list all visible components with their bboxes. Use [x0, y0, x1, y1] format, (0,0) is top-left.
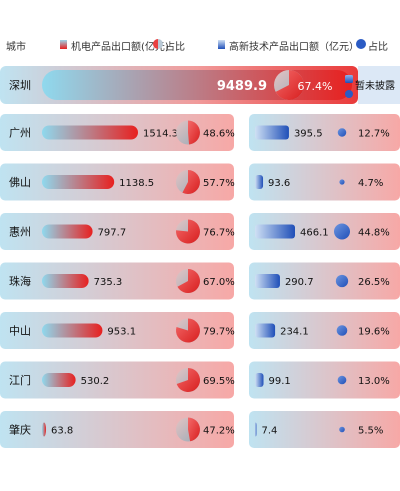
row-background-right-1: [249, 114, 400, 151]
row-background-left-4: [0, 262, 234, 300]
hightech-share-3: 44.8%: [358, 228, 390, 239]
electro-share-1: 48.6%: [203, 129, 235, 140]
hightech-bar-7: [255, 422, 257, 437]
electro-value-4: 735.3: [94, 277, 123, 288]
row-background-left-2: [0, 163, 234, 201]
row-background-right-6: [249, 361, 400, 399]
city-label-2: 佛山: [9, 176, 31, 189]
electro-value-shenzhen: 9489.9: [217, 79, 267, 94]
hightech-legend-swatch: [218, 40, 225, 49]
electro-share-legend-label: 占比: [165, 42, 185, 53]
share-pie-shenzhen: [275, 70, 305, 100]
hightech-share-dot-3: [334, 223, 350, 240]
electro-value-5: 953.1: [107, 327, 136, 338]
city-label-3: 惠州: [9, 225, 31, 239]
electro-share-legend-dot: [153, 39, 163, 49]
electro-bar-4: [42, 274, 89, 288]
electro-share-6: 69.5%: [203, 376, 235, 387]
hightech-share-7: 5.5%: [358, 426, 383, 437]
electro-share-4: 67.0%: [203, 277, 235, 288]
row-background-right-3: [249, 213, 400, 250]
hightech-value-1: 395.5: [294, 129, 323, 140]
row-background-right-7: [249, 411, 400, 448]
row-background-left-7: [0, 411, 234, 448]
hightech-share-1: 12.7%: [358, 129, 390, 140]
hightech-share-4: 26.5%: [358, 277, 390, 288]
hightech-value-4: 290.7: [285, 277, 314, 288]
city-label-7: 肇庆: [9, 423, 31, 437]
hightech-bar-4: [255, 274, 280, 288]
legend: 城市 机电产品出口额(亿元) 占比 高新技术产品出口额（亿元） 占比: [0, 0, 400, 60]
row-background-right-4: [249, 262, 400, 300]
hightech-share-dot-2: [339, 179, 345, 185]
electro-value-7: 63.8: [51, 426, 73, 437]
share-pie-5: [176, 318, 201, 343]
electro-share-7: 47.2%: [203, 426, 235, 437]
electro-bar-5: [42, 323, 103, 338]
hightech-share-6: 13.0%: [358, 376, 390, 387]
share-pie-3: [176, 219, 201, 244]
hightech-value-3: 466.1: [300, 228, 329, 239]
hightech-share-dot-1: [337, 128, 347, 137]
city-label-1: 广州: [9, 127, 31, 140]
electro-bar-shenzhen: [42, 70, 352, 100]
hightech-share-legend-dot: [356, 39, 366, 49]
hightech-share-legend-label: 占比: [368, 42, 388, 53]
city-label-shenzhen: 深圳: [9, 79, 31, 92]
city-label-6: 江门: [9, 373, 31, 387]
hightech-value-6: 99.1: [269, 376, 291, 387]
electro-bar-6: [42, 373, 76, 387]
hightech-bar-5: [255, 323, 276, 338]
electro-bar-7: [42, 422, 47, 437]
undisclosed-dot-shenzhen: [345, 90, 353, 98]
electro-bar-2: [42, 175, 115, 189]
hightech-share-5: 19.6%: [358, 327, 390, 338]
share-pie-1: [188, 120, 200, 145]
electro-legend-swatch: [60, 40, 67, 49]
hightech-share-dot-4: [335, 274, 349, 288]
hightech-bar-6: [255, 373, 264, 387]
hightech-value-5: 234.1: [280, 327, 309, 338]
share-pie-6: [176, 368, 201, 392]
hightech-value-7: 7.4: [262, 426, 278, 437]
row-background-right-5: [249, 312, 400, 349]
electro-value-2: 1138.5: [119, 178, 154, 189]
undisclosed-annotation: 暂未披露: [355, 79, 395, 92]
city-label-4: 珠海: [9, 274, 31, 288]
share-pie-7: [188, 417, 200, 442]
share-pie-2: [182, 170, 201, 195]
electro-share-3: 76.7%: [203, 228, 235, 239]
city-label-5: 中山: [9, 325, 31, 338]
share-pie-4: [177, 269, 200, 294]
hightech-legend-label: 高新技术产品出口额（亿元）: [229, 42, 359, 53]
electro-value-3: 797.7: [98, 228, 127, 239]
hightech-share-2: 4.7%: [358, 178, 383, 189]
row-background-left-3: [0, 213, 234, 250]
hightech-bar-1: [255, 125, 289, 140]
city-column-header: 城市: [6, 42, 26, 53]
undisclosed-square-shenzhen: [345, 75, 353, 83]
electro-value-6: 530.2: [81, 376, 110, 387]
hightech-share-dot-7: [339, 426, 345, 433]
electro-legend-label: 机电产品出口额(亿元): [71, 42, 169, 53]
electro-bar-1: [42, 125, 138, 140]
hightech-share-dot-6: [337, 375, 347, 385]
electro-share-2: 57.7%: [203, 178, 235, 189]
hightech-value-2: 93.6: [268, 178, 290, 189]
electro-share-5: 79.7%: [203, 327, 235, 338]
row-background-right-shenzhen: [358, 66, 400, 104]
row-background-left-5: [0, 312, 234, 349]
hightech-share-dot-5: [336, 325, 348, 336]
row-background-right-2: [249, 163, 400, 201]
electro-value-1: 1514.3: [143, 129, 178, 140]
hightech-bar-3: [255, 224, 295, 239]
electro-bar-3: [42, 224, 93, 239]
row-background-left-6: [0, 361, 234, 399]
electro-share-shenzhen: 67.4%: [298, 80, 333, 93]
hightech-bar-2: [255, 175, 264, 189]
